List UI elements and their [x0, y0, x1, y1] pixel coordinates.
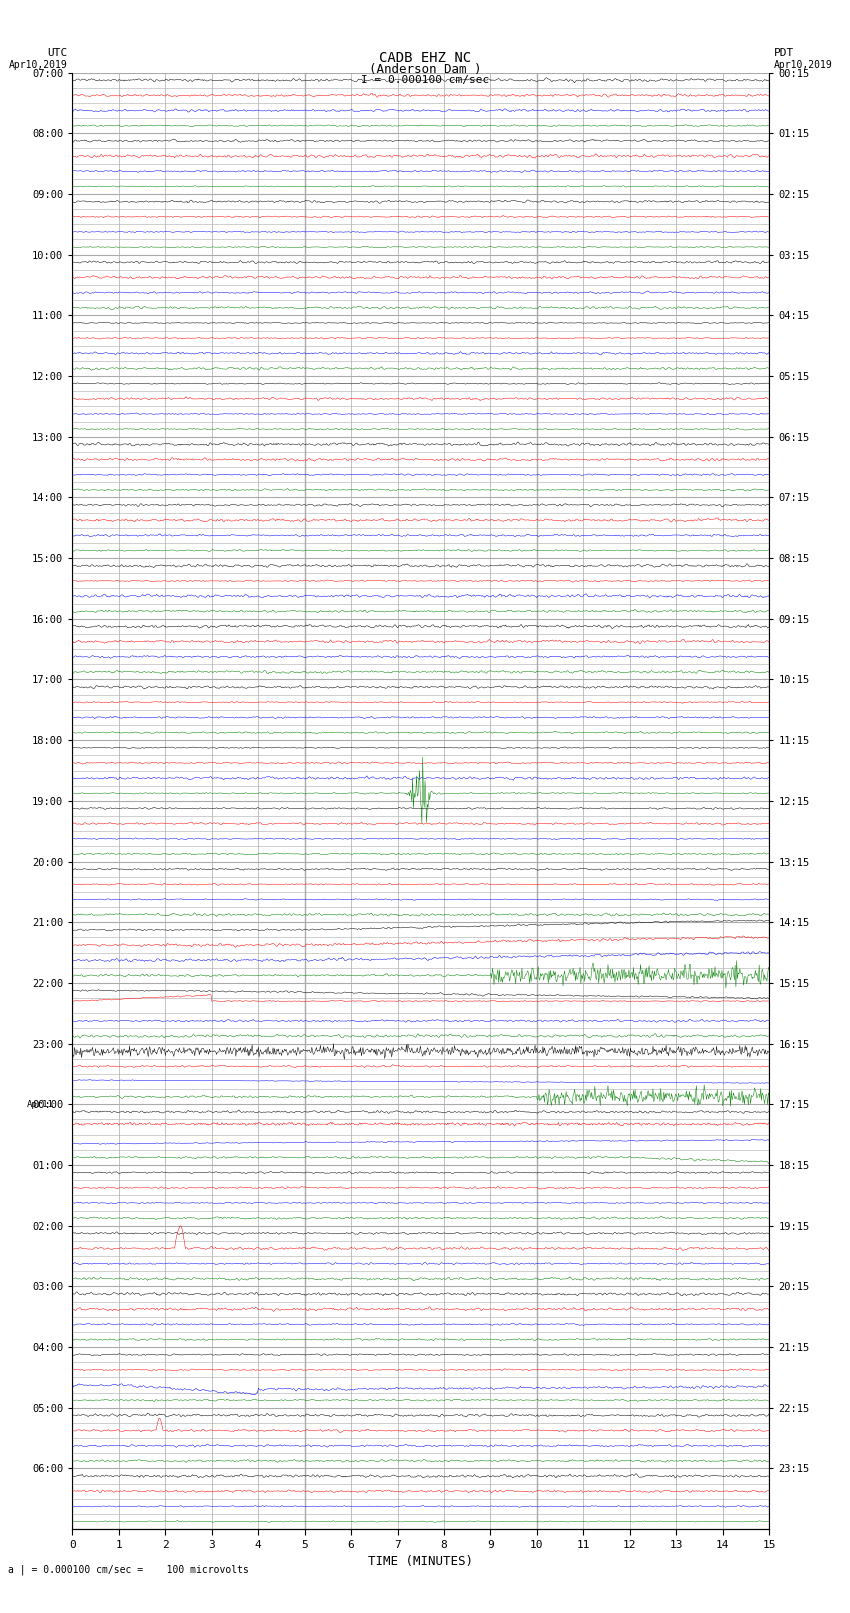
Text: (Anderson Dam ): (Anderson Dam ) [369, 63, 481, 76]
Text: Apr10,2019: Apr10,2019 [774, 60, 832, 69]
Text: CADB EHZ NC: CADB EHZ NC [379, 50, 471, 65]
X-axis label: TIME (MINUTES): TIME (MINUTES) [368, 1555, 473, 1568]
Text: PDT: PDT [774, 48, 794, 58]
Text: Apr10,2019: Apr10,2019 [9, 60, 68, 69]
Text: I = 0.000100 cm/sec: I = 0.000100 cm/sec [361, 76, 489, 85]
Text: Apr11: Apr11 [27, 1100, 54, 1108]
Text: UTC: UTC [48, 48, 68, 58]
Text: a | = 0.000100 cm/sec =    100 microvolts: a | = 0.000100 cm/sec = 100 microvolts [8, 1565, 249, 1576]
